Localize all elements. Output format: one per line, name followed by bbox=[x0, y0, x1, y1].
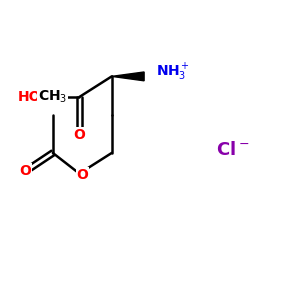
Polygon shape bbox=[112, 72, 144, 81]
Text: O: O bbox=[74, 128, 85, 142]
Text: O: O bbox=[19, 164, 31, 178]
Text: O: O bbox=[76, 168, 88, 182]
Text: HO: HO bbox=[18, 90, 41, 104]
Text: CH$_3$: CH$_3$ bbox=[38, 89, 68, 105]
Text: Cl$^-$: Cl$^-$ bbox=[216, 141, 249, 159]
Text: NH$_3^+$: NH$_3^+$ bbox=[156, 61, 190, 82]
